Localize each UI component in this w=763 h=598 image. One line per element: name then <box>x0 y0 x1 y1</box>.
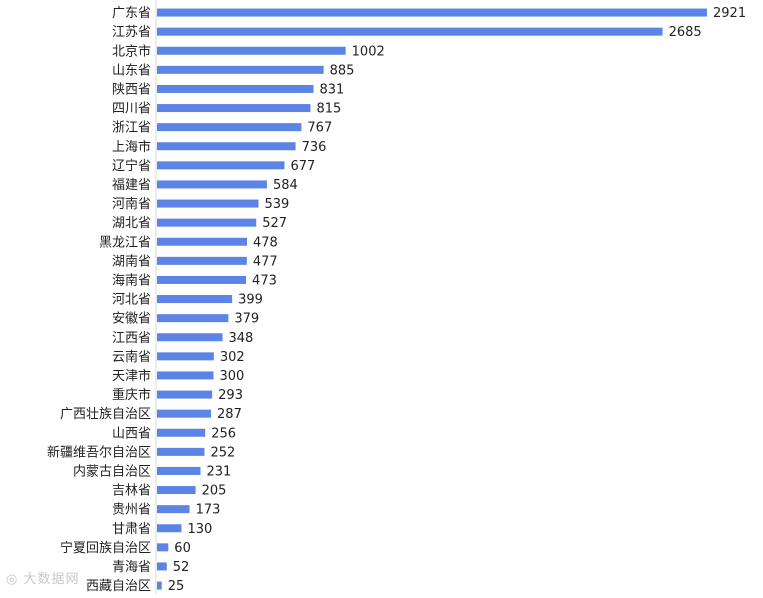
category-label: 天津市 <box>112 368 151 384</box>
value-label: 477 <box>253 254 278 269</box>
value-label: 2921 <box>713 6 746 21</box>
category-label: 云南省 <box>112 349 151 365</box>
bar <box>157 581 162 590</box>
category-label: 甘肃省 <box>112 522 151 537</box>
value-label: 831 <box>319 82 344 97</box>
bar <box>157 333 223 342</box>
bar <box>157 8 707 17</box>
bar <box>157 409 212 418</box>
value-label: 584 <box>273 178 298 193</box>
category-label: 广西壮族自治区 <box>60 406 151 422</box>
value-label: 736 <box>302 140 327 155</box>
bar <box>157 161 285 170</box>
value-label: 300 <box>219 369 244 384</box>
bar <box>157 295 233 304</box>
category-label: 安徽省 <box>112 312 151 327</box>
category-label: 西藏自治区 <box>86 579 151 594</box>
category-label: 河北省 <box>112 293 151 308</box>
value-label: 287 <box>217 407 242 422</box>
category-label: 宁夏回族自治区 <box>60 540 151 556</box>
bar <box>157 447 205 456</box>
watermark-text: 大数据网 <box>23 572 80 587</box>
bar <box>157 486 196 495</box>
value-label: 527 <box>262 216 287 231</box>
bar <box>157 46 346 55</box>
category-label: 山东省 <box>112 63 151 78</box>
category-label: 浙江省 <box>112 121 151 136</box>
category-label: 湖北省 <box>112 216 151 231</box>
bar <box>157 84 314 93</box>
category-label: 北京市 <box>112 43 151 59</box>
bar <box>157 104 311 113</box>
bar <box>157 218 257 227</box>
bar <box>157 562 167 571</box>
value-label: 293 <box>218 388 243 403</box>
value-label: 677 <box>290 159 315 174</box>
value-label: 231 <box>206 464 231 479</box>
category-label: 四川省 <box>112 102 151 117</box>
bar <box>157 65 324 74</box>
bar <box>157 180 267 189</box>
value-label: 205 <box>202 484 227 499</box>
category-label: 上海市 <box>112 139 151 155</box>
value-label: 52 <box>173 560 190 575</box>
value-label: 348 <box>229 331 254 346</box>
bar <box>157 505 190 514</box>
category-label: 江苏省 <box>112 24 151 40</box>
bar <box>157 123 302 132</box>
value-label: 256 <box>211 426 236 441</box>
value-label: 2685 <box>669 25 702 40</box>
value-label: 302 <box>220 350 245 365</box>
category-label: 广东省 <box>112 6 151 21</box>
watermark-logo-icon: ◎ <box>6 572 24 587</box>
value-label: 473 <box>252 273 277 288</box>
value-label: 399 <box>238 293 263 308</box>
value-label: 25 <box>168 579 185 594</box>
category-label: 山西省 <box>112 426 151 441</box>
bar <box>157 27 663 36</box>
value-label: 60 <box>174 541 191 556</box>
category-label: 陕西省 <box>112 82 151 97</box>
value-label: 539 <box>264 197 289 212</box>
bar <box>157 275 247 284</box>
value-label: 478 <box>253 235 278 250</box>
value-label: 885 <box>330 63 355 78</box>
category-label: 辽宁省 <box>112 158 151 174</box>
category-label: 黑龙江省 <box>99 235 151 250</box>
bar <box>157 390 213 399</box>
value-label: 767 <box>307 121 332 136</box>
bar <box>157 237 248 246</box>
value-label: 252 <box>210 445 235 460</box>
value-label: 379 <box>234 312 259 327</box>
bar <box>157 256 247 265</box>
bar <box>157 199 259 208</box>
category-label: 湖南省 <box>112 253 151 269</box>
category-label: 贵州省 <box>112 503 151 518</box>
value-label: 815 <box>316 102 341 117</box>
category-label: 江西省 <box>112 331 151 346</box>
bar <box>157 524 182 533</box>
bar <box>157 352 214 361</box>
bar <box>157 543 169 552</box>
category-label: 内蒙古自治区 <box>73 463 151 479</box>
bar <box>157 371 214 380</box>
category-label: 吉林省 <box>112 484 151 499</box>
bar <box>157 314 229 323</box>
value-label: 1002 <box>352 44 385 59</box>
value-label: 173 <box>196 503 221 518</box>
category-label: 福建省 <box>112 178 151 193</box>
category-label: 新疆维吾尔自治区 <box>47 444 151 460</box>
bar <box>157 466 201 475</box>
bar <box>157 428 206 437</box>
category-label: 青海省 <box>112 560 151 575</box>
watermark: ◎ 大数据网 <box>6 568 80 587</box>
bar <box>157 142 296 151</box>
value-label: 130 <box>187 522 212 537</box>
category-label: 河南省 <box>112 196 151 212</box>
category-label: 重庆市 <box>112 387 151 403</box>
category-label: 海南省 <box>112 272 151 288</box>
